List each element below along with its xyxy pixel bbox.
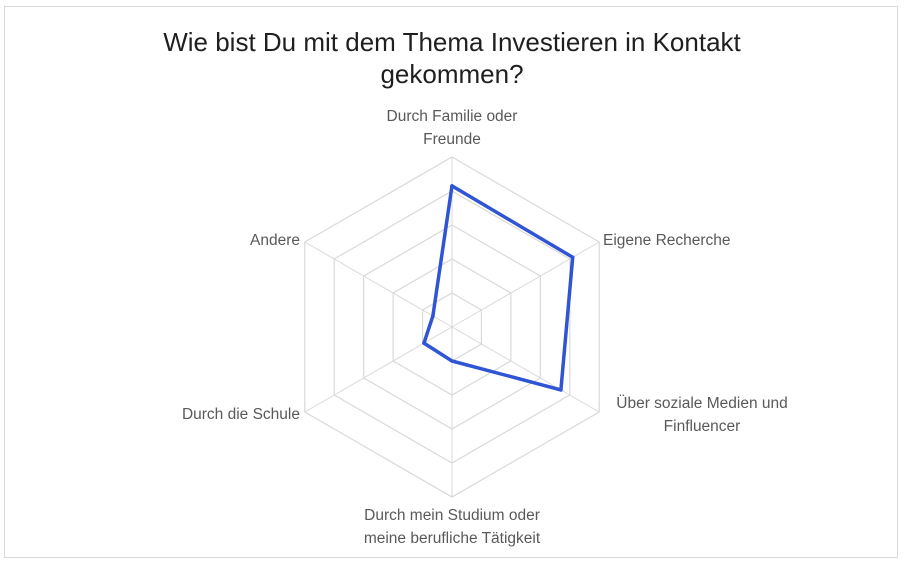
axis-label-familie: Durch Familie oder Freunde [386, 108, 518, 148]
chart-title-line-2: gekommen? [380, 59, 524, 89]
data-point-4 [450, 359, 454, 363]
axis-label-soziale-medien: Über soziale Medien und Finfluencer [616, 395, 788, 435]
series-line [422, 184, 575, 392]
data-point-6 [431, 314, 435, 318]
grid-spoke-3 [451, 326, 600, 413]
radar-grid [304, 156, 600, 498]
axis-label-studium: Durch mein Studium oder meine berufliche… [363, 507, 541, 547]
axis-label-andere: Andere [250, 232, 300, 249]
grid-spoke-6 [304, 241, 453, 328]
radar-series [422, 184, 575, 392]
axis-label-schule: Durch die Schule [181, 406, 300, 423]
data-point-5 [422, 341, 426, 345]
grid-spoke-5 [304, 326, 453, 413]
chart-title-line-1: Wie bist Du mit dem Thema Investieren in… [163, 27, 741, 57]
data-point-2 [570, 255, 575, 260]
data-point-3 [559, 388, 563, 392]
grid-spoke-2 [451, 241, 600, 328]
chart-title: Wie bist Du mit dem Thema Investieren in… [0, 26, 904, 90]
chart-frame [4, 6, 898, 558]
data-point-1 [450, 184, 454, 188]
axis-label-recherche: Eigene Recherche [603, 232, 731, 249]
